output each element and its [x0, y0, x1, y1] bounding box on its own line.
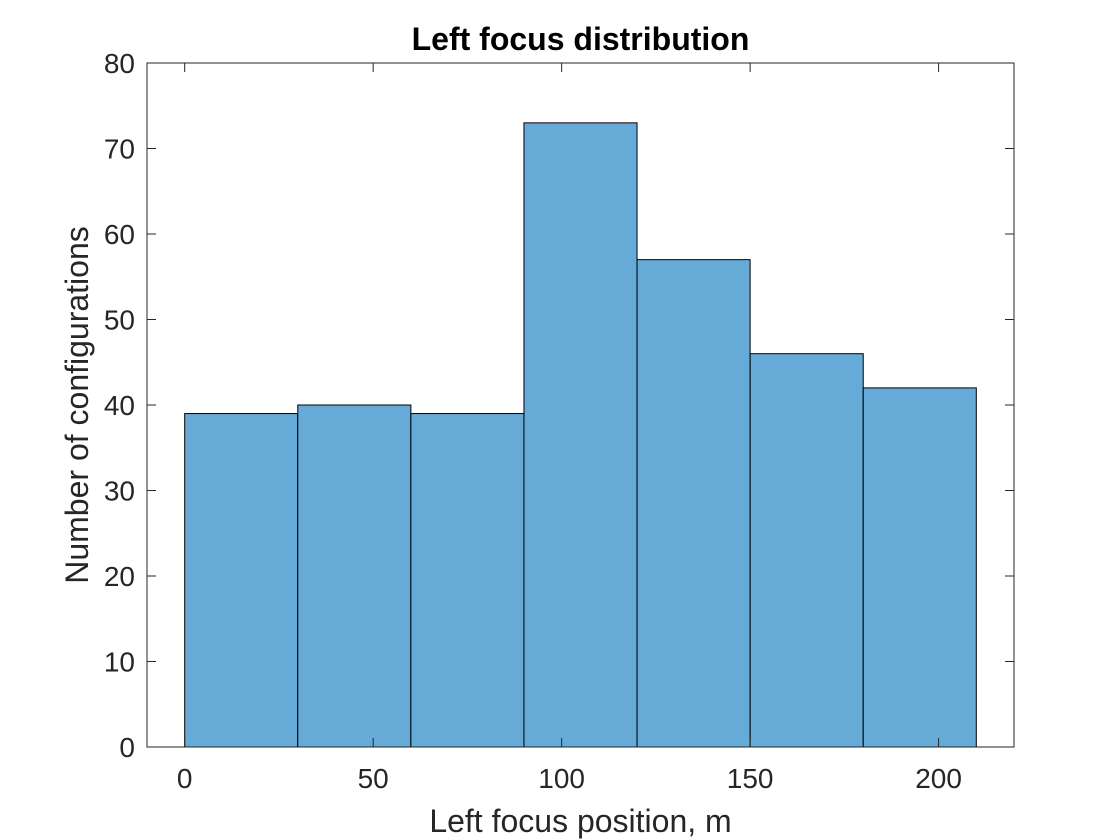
- y-tick-label-0: 0: [119, 732, 135, 763]
- y-tick-label-5: 50: [104, 305, 135, 336]
- x-tick-label-2: 100: [538, 763, 585, 794]
- chart-title: Left focus distribution: [412, 21, 750, 57]
- y-tick-label-3: 30: [104, 476, 135, 507]
- histogram-bar-6: [862, 387, 977, 748]
- y-tick-label-7: 70: [104, 134, 135, 165]
- histogram-bar-4: [636, 259, 751, 748]
- histogram-bar-5: [749, 353, 864, 748]
- x-tick-label-1: 50: [358, 763, 389, 794]
- x-tick-label-4: 200: [915, 763, 962, 794]
- plot-frame: [146, 62, 1015, 748]
- bars-group: [184, 122, 977, 748]
- histogram-bar-1: [297, 404, 412, 748]
- histogram-bar-0: [184, 413, 299, 748]
- y-tick-label-8: 80: [104, 48, 135, 79]
- x-tick-label-0: 0: [177, 763, 193, 794]
- y-tick-label-6: 60: [104, 219, 135, 250]
- histogram-bar-3: [523, 122, 638, 748]
- x-tick-label-3: 150: [727, 763, 774, 794]
- x-axis-label: Left focus position, m: [429, 803, 731, 839]
- y-tick-label-1: 10: [104, 647, 135, 678]
- ticks-group: 0 50 100 150 200 0 10 20 30 40 50 60 70 80: [104, 48, 1014, 794]
- histogram-bar-2: [410, 413, 525, 748]
- y-tick-label-4: 40: [104, 390, 135, 421]
- y-tick-label-2: 20: [104, 561, 135, 592]
- y-axis-label: Number of configurations: [59, 226, 95, 584]
